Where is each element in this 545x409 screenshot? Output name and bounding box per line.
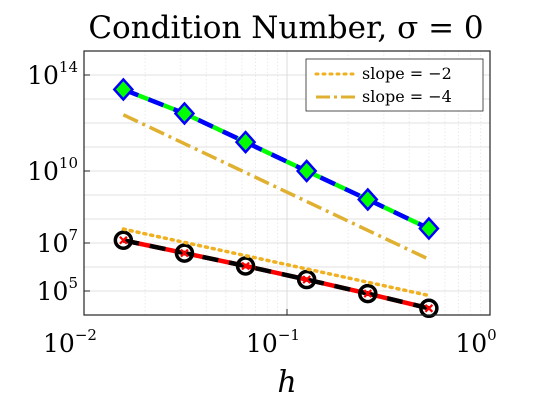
x-marker — [302, 275, 311, 284]
x-marker — [363, 289, 373, 298]
series-2 — [113, 230, 439, 319]
x-axis-label: h — [277, 365, 296, 400]
y-tick-label: 107 — [37, 226, 78, 258]
series-3 — [121, 227, 431, 298]
legend-label: slope = −4 — [362, 87, 452, 106]
data-point-diamond — [234, 130, 257, 154]
y-tick-label: 105 — [37, 274, 78, 306]
data-point-circle — [358, 283, 378, 304]
series-1 — [112, 77, 440, 241]
legend-item: slope = −2 — [314, 64, 452, 83]
y-tick-label: 1014 — [27, 58, 78, 90]
x-tick-label: 10−1 — [246, 326, 300, 358]
circle-marker — [358, 283, 378, 304]
series-4 — [122, 113, 430, 261]
legend-label: slope = −2 — [362, 64, 452, 83]
circle-marker — [235, 256, 256, 276]
data-point-circle — [174, 243, 195, 263]
x-marker — [424, 304, 434, 313]
y-tick-label: 1010 — [27, 154, 78, 186]
slope-4-line — [122, 113, 430, 261]
legend-item: slope = −4 — [316, 87, 452, 106]
data-point-circle — [419, 298, 439, 319]
circle-marker — [296, 269, 317, 290]
data-point-diamond — [173, 101, 196, 126]
data-point-circle — [235, 256, 256, 276]
x-marker — [241, 261, 250, 271]
axis-ticks: 10−2 10−1 100 105 107 1010 1014 — [27, 58, 497, 358]
slope-2-line — [121, 227, 431, 298]
circle-marker — [113, 230, 134, 251]
legend: slope = −2 slope = −4 — [305, 58, 484, 112]
data-point-diamond — [112, 77, 135, 102]
data-point-diamond — [418, 216, 440, 241]
series-line-dash — [122, 87, 430, 231]
data-point-diamond — [357, 187, 379, 212]
circle-marker — [174, 243, 195, 263]
data-point-circle — [296, 269, 317, 290]
data-point-diamond — [295, 159, 318, 183]
data-point-circle — [113, 230, 134, 251]
series-line — [122, 238, 430, 311]
chart-title: Condition Number, σ = 0 — [88, 10, 483, 46]
legend-box — [305, 58, 484, 112]
x-tick-label: 100 — [455, 326, 496, 358]
x-marker — [180, 248, 189, 258]
x-marker — [119, 235, 128, 245]
circle-marker — [419, 298, 439, 319]
x-tick-label: 10−2 — [43, 326, 97, 358]
series-layer — [112, 77, 440, 319]
